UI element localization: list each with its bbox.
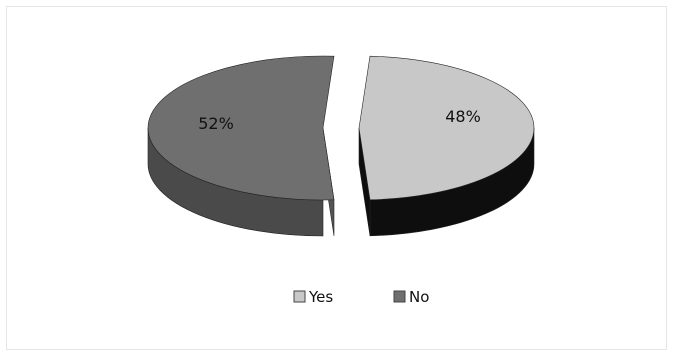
slice-yes-top bbox=[358, 55, 535, 201]
legend-swatch-yes bbox=[293, 290, 306, 303]
data-label-no: 52% bbox=[198, 114, 234, 133]
labels-group: 48% 52% bbox=[198, 107, 481, 133]
legend-label-no: No bbox=[409, 288, 429, 306]
chart-frame bbox=[6, 6, 667, 350]
legend-label-yes: Yes bbox=[308, 288, 333, 306]
slices-group bbox=[147, 55, 535, 237]
legend: Yes No bbox=[293, 288, 429, 306]
data-label-yes: 48% bbox=[445, 107, 481, 126]
slice-no-top bbox=[147, 55, 335, 201]
legend-swatch-no bbox=[393, 290, 406, 303]
